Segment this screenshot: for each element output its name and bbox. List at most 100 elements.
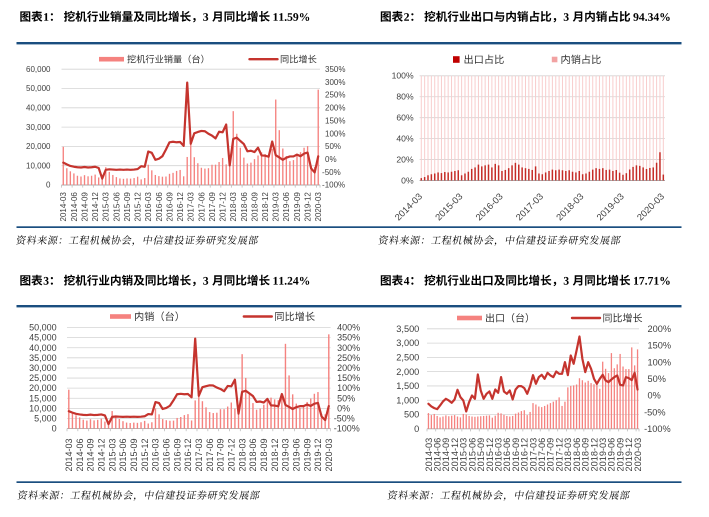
svg-text:2019-06: 2019-06 bbox=[282, 192, 291, 222]
svg-text:2015-03: 2015-03 bbox=[459, 438, 469, 472]
svg-text:-50%: -50% bbox=[644, 407, 665, 417]
svg-text:200%: 200% bbox=[648, 324, 672, 334]
svg-text:2014-06: 2014-06 bbox=[75, 438, 85, 471]
svg-text:20%: 20% bbox=[396, 154, 414, 164]
svg-text:60%: 60% bbox=[396, 113, 414, 123]
svg-text:50%: 50% bbox=[648, 374, 666, 384]
svg-text:2017-12: 2017-12 bbox=[219, 192, 228, 222]
svg-text:150%: 150% bbox=[337, 373, 360, 383]
svg-text:2014-06: 2014-06 bbox=[432, 438, 442, 472]
svg-text:2015-09: 2015-09 bbox=[476, 438, 486, 472]
svg-text:350%: 350% bbox=[337, 333, 360, 343]
svg-text:2017-03: 2017-03 bbox=[187, 192, 196, 222]
svg-text:0: 0 bbox=[52, 424, 57, 434]
svg-text:50%: 50% bbox=[325, 142, 341, 151]
svg-text:50%: 50% bbox=[337, 393, 355, 403]
svg-text:2017-12: 2017-12 bbox=[554, 438, 564, 472]
svg-text:2019-03: 2019-03 bbox=[272, 192, 281, 222]
svg-text:2018-06: 2018-06 bbox=[572, 438, 582, 472]
svg-text:30,000: 30,000 bbox=[26, 123, 51, 132]
svg-text:2017-06: 2017-06 bbox=[537, 438, 547, 472]
svg-text:3,000: 3,000 bbox=[396, 338, 419, 348]
svg-text:350%: 350% bbox=[325, 65, 345, 74]
svg-text:2020-03: 2020-03 bbox=[633, 438, 643, 472]
svg-text:45,000: 45,000 bbox=[29, 333, 57, 343]
svg-text:2019-06: 2019-06 bbox=[607, 438, 617, 472]
svg-text:500: 500 bbox=[404, 410, 419, 420]
svg-text:40,000: 40,000 bbox=[29, 343, 57, 353]
svg-text:2015-03: 2015-03 bbox=[102, 192, 111, 222]
svg-text:2017-12: 2017-12 bbox=[227, 438, 237, 471]
svg-text:30,000: 30,000 bbox=[29, 363, 57, 373]
svg-text:2016-06: 2016-06 bbox=[155, 192, 164, 222]
svg-text:0: 0 bbox=[46, 181, 51, 190]
svg-text:0: 0 bbox=[414, 424, 419, 434]
svg-text:2018-03: 2018-03 bbox=[563, 438, 573, 472]
svg-text:2016-03: 2016-03 bbox=[493, 438, 503, 472]
svg-text:40,000: 40,000 bbox=[26, 104, 51, 113]
svg-text:0%: 0% bbox=[648, 391, 661, 401]
svg-text:2017-06: 2017-06 bbox=[197, 192, 206, 222]
svg-text:2016-06: 2016-06 bbox=[162, 438, 172, 471]
svg-text:3,500: 3,500 bbox=[396, 324, 419, 334]
svg-text:2018-09: 2018-09 bbox=[250, 192, 259, 222]
svg-text:1,500: 1,500 bbox=[396, 381, 419, 391]
svg-text:-100%: -100% bbox=[334, 424, 360, 434]
svg-text:100%: 100% bbox=[325, 129, 345, 138]
svg-text:2015-06: 2015-06 bbox=[118, 438, 128, 471]
svg-text:2018-09: 2018-09 bbox=[259, 438, 269, 471]
svg-text:2019-03: 2019-03 bbox=[281, 438, 291, 471]
svg-text:-50%: -50% bbox=[322, 168, 341, 177]
svg-text:2018-03: 2018-03 bbox=[229, 192, 238, 222]
svg-text:2019-09: 2019-09 bbox=[615, 438, 625, 472]
svg-text:0%: 0% bbox=[325, 155, 337, 164]
svg-text:2,000: 2,000 bbox=[396, 367, 419, 377]
svg-text:2016-09: 2016-09 bbox=[511, 438, 521, 472]
svg-text:50,000: 50,000 bbox=[26, 84, 51, 93]
svg-text:2015-03: 2015-03 bbox=[107, 438, 117, 471]
svg-text:-50%: -50% bbox=[334, 414, 355, 424]
svg-text:2014-03: 2014-03 bbox=[424, 438, 434, 472]
svg-text:2014-09: 2014-09 bbox=[441, 438, 451, 472]
svg-text:2018-12: 2018-12 bbox=[261, 192, 270, 222]
svg-text:2016-03: 2016-03 bbox=[151, 438, 161, 471]
svg-text:2019-06: 2019-06 bbox=[292, 438, 302, 471]
svg-text:2016-03: 2016-03 bbox=[144, 192, 153, 222]
svg-text:5,000: 5,000 bbox=[34, 414, 57, 424]
svg-text:2014-06: 2014-06 bbox=[70, 192, 79, 222]
svg-text:2015-12: 2015-12 bbox=[134, 192, 143, 222]
svg-text:2015-06: 2015-06 bbox=[112, 192, 121, 222]
svg-text:2014-09: 2014-09 bbox=[80, 192, 89, 222]
svg-text:2018-09: 2018-09 bbox=[581, 438, 591, 472]
svg-text:2014-12: 2014-12 bbox=[97, 438, 107, 471]
svg-text:2,500: 2,500 bbox=[396, 353, 419, 363]
svg-text:2019-12: 2019-12 bbox=[303, 192, 312, 222]
svg-text:2016-12: 2016-12 bbox=[176, 192, 185, 222]
svg-text:150%: 150% bbox=[325, 116, 345, 125]
svg-text:10,000: 10,000 bbox=[26, 161, 51, 170]
svg-text:2014-09: 2014-09 bbox=[86, 438, 96, 471]
svg-text:10,000: 10,000 bbox=[29, 403, 57, 413]
svg-text:50,000: 50,000 bbox=[29, 323, 57, 333]
svg-text:2019-09: 2019-09 bbox=[293, 192, 302, 222]
svg-text:40%: 40% bbox=[396, 134, 414, 144]
svg-text:200%: 200% bbox=[337, 363, 360, 373]
svg-text:15,000: 15,000 bbox=[29, 393, 57, 403]
svg-text:-100%: -100% bbox=[322, 181, 345, 190]
svg-text:2017-09: 2017-09 bbox=[208, 192, 217, 222]
svg-text:2017-09: 2017-09 bbox=[546, 438, 556, 472]
svg-text:2020-03: 2020-03 bbox=[324, 438, 334, 471]
svg-text:80%: 80% bbox=[396, 92, 414, 102]
svg-text:2017-03: 2017-03 bbox=[528, 438, 538, 472]
svg-text:2014-12: 2014-12 bbox=[91, 192, 100, 222]
svg-text:250%: 250% bbox=[325, 91, 345, 100]
svg-text:2018-03: 2018-03 bbox=[237, 438, 247, 471]
svg-text:300%: 300% bbox=[325, 78, 345, 87]
svg-text:2015-12: 2015-12 bbox=[485, 438, 495, 472]
svg-text:2017-09: 2017-09 bbox=[216, 438, 226, 471]
svg-text:2019-09: 2019-09 bbox=[302, 438, 312, 471]
svg-text:20,000: 20,000 bbox=[29, 383, 57, 393]
svg-text:250%: 250% bbox=[337, 353, 360, 363]
svg-text:0%: 0% bbox=[337, 403, 350, 413]
svg-text:2014-12: 2014-12 bbox=[450, 438, 460, 472]
